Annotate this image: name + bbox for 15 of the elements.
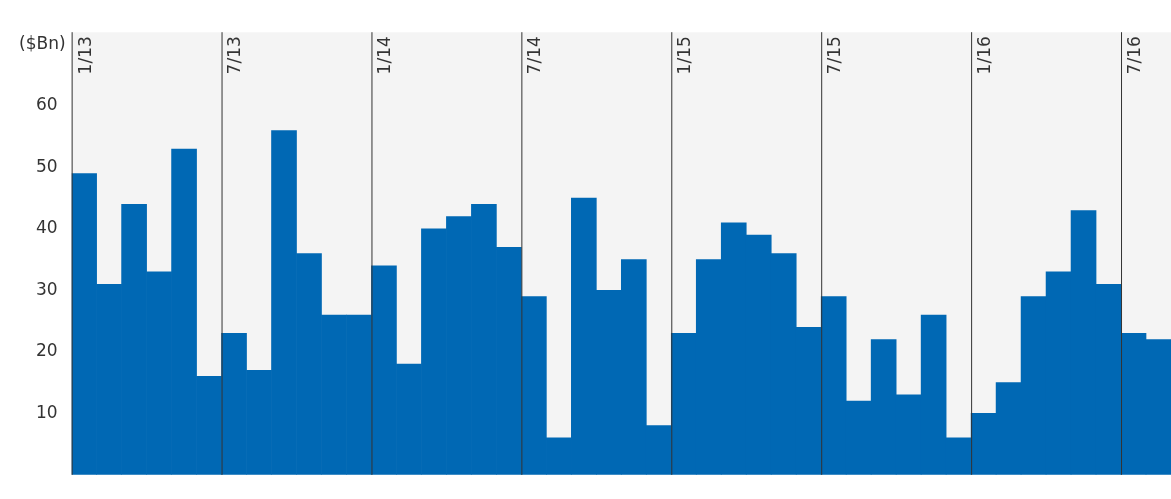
y-tick-label: 10 [35,401,58,422]
y-tick-label: 50 [35,155,58,176]
y-tick-label: 40 [35,217,58,238]
y-axis-title: ($Bn) [19,33,66,54]
x-tick-label: 1/15 [674,36,695,75]
x-tick-label: 1/13 [74,36,95,75]
y-tick-label: 30 [35,278,58,299]
x-tick-label: 7/13 [224,36,245,75]
x-tick-label: 1/14 [374,36,395,75]
y-tick-label: 60 [35,94,58,115]
x-tick-label: 7/15 [824,36,845,75]
x-tick-label: 7/14 [524,36,545,75]
x-tick-label: 1/16 [974,36,995,75]
y-tick-label: 20 [35,340,58,361]
x-tick-label: 7/16 [1123,36,1144,75]
